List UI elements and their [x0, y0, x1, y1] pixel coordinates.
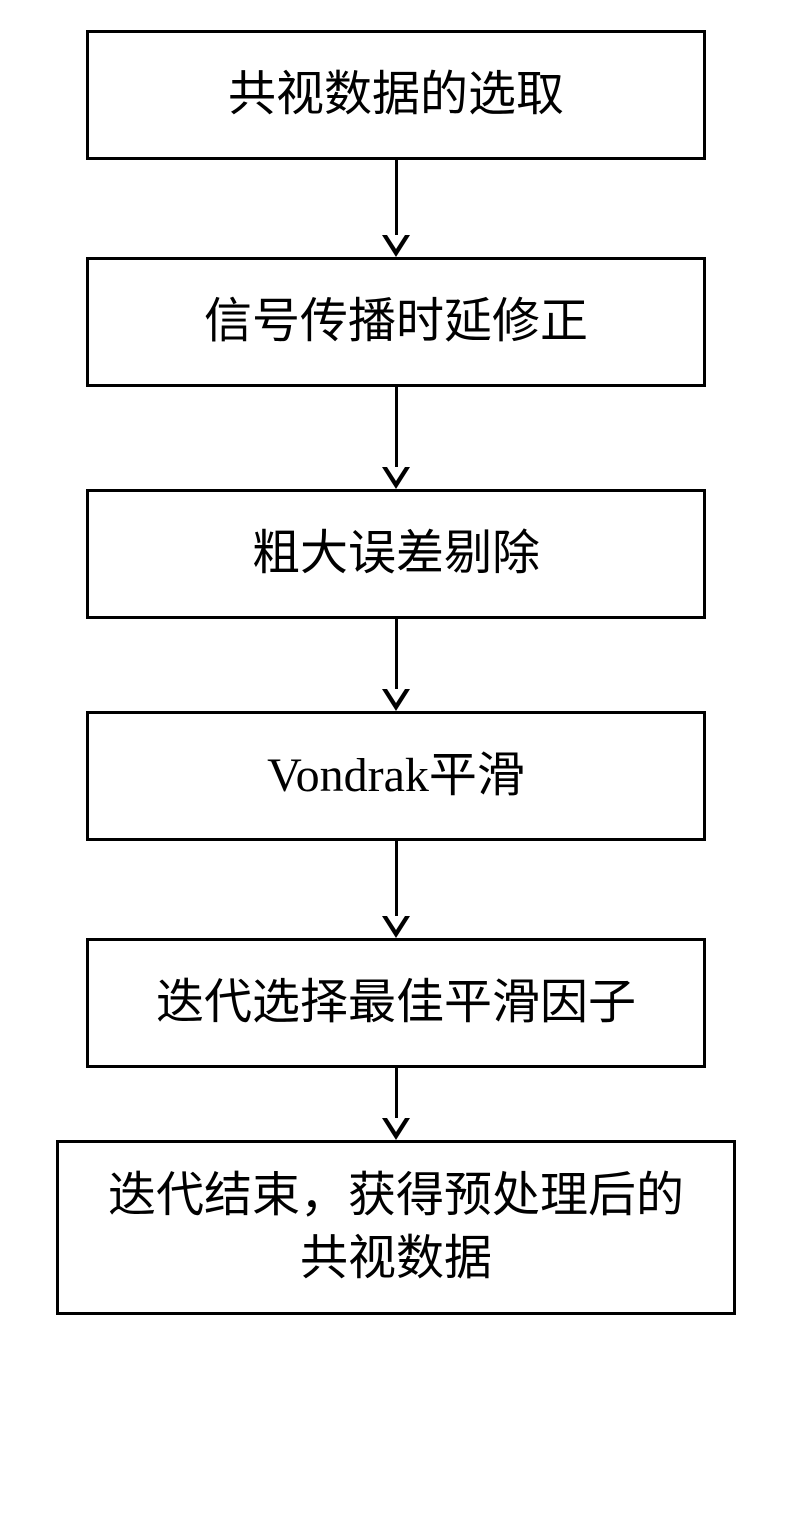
- arrow-4: [382, 841, 410, 938]
- arrow-line: [395, 1068, 398, 1118]
- arrow-head-icon: [382, 467, 410, 489]
- arrow-head-icon: [382, 1118, 410, 1140]
- step-label: 粗大误差剔除: [252, 523, 540, 585]
- arrow-line: [395, 160, 398, 235]
- arrow-head-icon: [382, 235, 410, 257]
- step-label: Vondrak平滑: [267, 745, 525, 807]
- flowchart-step-5: 迭代选择最佳平滑因子: [86, 938, 706, 1068]
- flowchart-step-3: 粗大误差剔除: [86, 489, 706, 619]
- step-label: 迭代选择最佳平滑因子: [156, 972, 636, 1034]
- step-label: 迭代结束，获得预处理后的 共视数据: [108, 1165, 684, 1290]
- flowchart-step-6: 迭代结束，获得预处理后的 共视数据: [56, 1140, 736, 1315]
- arrow-5: [382, 1068, 410, 1140]
- arrow-3: [382, 619, 410, 711]
- arrow-1: [382, 160, 410, 257]
- arrow-line: [395, 387, 398, 467]
- flowchart-step-1: 共视数据的选取: [86, 30, 706, 160]
- step-label: 信号传播时延修正: [204, 291, 588, 353]
- arrow-head-icon: [382, 916, 410, 938]
- flowchart-step-2: 信号传播时延修正: [86, 257, 706, 387]
- step-label: 共视数据的选取: [228, 64, 564, 126]
- arrow-line: [395, 619, 398, 689]
- arrow-line: [395, 841, 398, 916]
- flowchart-step-4: Vondrak平滑: [86, 711, 706, 841]
- flowchart-container: 共视数据的选取 信号传播时延修正 粗大误差剔除 Vondrak平滑 迭代选择最佳…: [0, 30, 792, 1315]
- arrow-2: [382, 387, 410, 489]
- arrow-head-icon: [382, 689, 410, 711]
